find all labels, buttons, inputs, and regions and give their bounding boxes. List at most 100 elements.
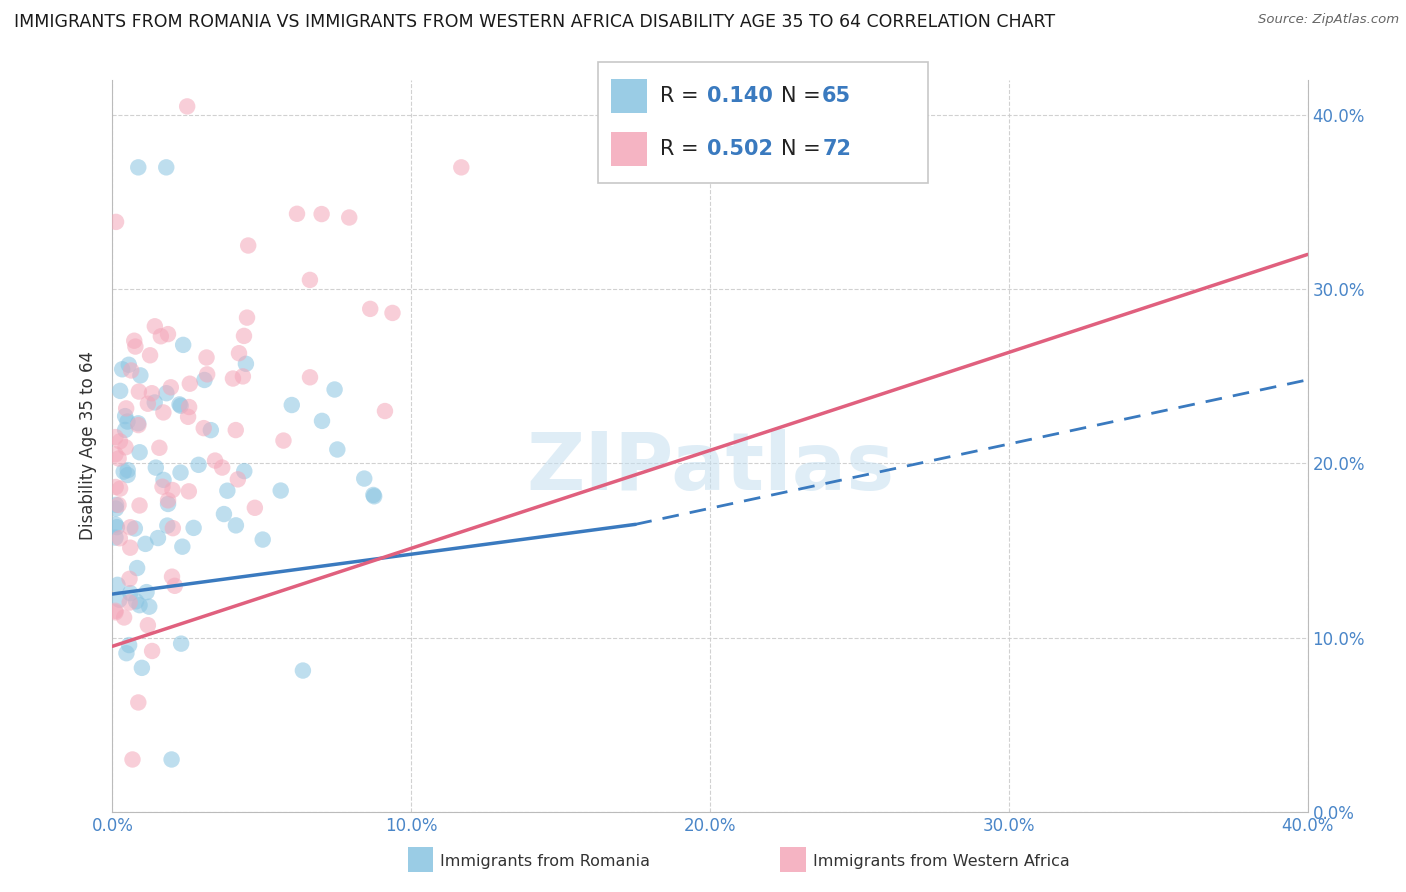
- Point: [232, 369, 254, 384]
- Point: [107, 498, 129, 512]
- Point: [152, 473, 174, 487]
- Point: [217, 483, 239, 498]
- Point: [156, 518, 179, 533]
- Point: [160, 752, 183, 766]
- Text: 0.140: 0.140: [707, 87, 772, 106]
- Point: [148, 441, 170, 455]
- Point: [157, 497, 180, 511]
- Text: Immigrants from Western Africa: Immigrants from Western Africa: [813, 855, 1070, 869]
- Point: [212, 507, 235, 521]
- Point: [159, 380, 181, 394]
- Point: [177, 484, 200, 499]
- Point: [193, 373, 215, 387]
- Point: [381, 306, 404, 320]
- Text: 0.502: 0.502: [707, 139, 772, 159]
- Point: [127, 696, 149, 710]
- Point: [145, 460, 167, 475]
- Point: [337, 211, 360, 225]
- Point: [104, 604, 127, 618]
- Point: [236, 310, 259, 325]
- Point: [114, 440, 136, 454]
- Point: [155, 386, 177, 401]
- Point: [114, 423, 136, 437]
- Point: [112, 610, 135, 624]
- Point: [363, 488, 385, 502]
- Point: [121, 752, 143, 766]
- Point: [104, 517, 127, 532]
- Point: [363, 489, 385, 503]
- Point: [120, 363, 142, 377]
- Point: [127, 161, 149, 175]
- Point: [128, 598, 150, 612]
- Point: [118, 638, 141, 652]
- Point: [311, 414, 333, 428]
- Point: [127, 417, 149, 431]
- Point: [129, 368, 152, 383]
- Point: [195, 368, 218, 382]
- Point: [162, 483, 184, 497]
- Point: [107, 451, 129, 466]
- Point: [136, 618, 159, 632]
- Point: [141, 644, 163, 658]
- Point: [141, 386, 163, 401]
- Point: [131, 661, 153, 675]
- Point: [136, 397, 159, 411]
- Point: [291, 664, 314, 678]
- Point: [117, 468, 139, 483]
- Point: [134, 537, 156, 551]
- Point: [114, 409, 136, 423]
- Point: [104, 430, 127, 444]
- Point: [323, 383, 346, 397]
- Point: [127, 561, 149, 575]
- Point: [285, 207, 308, 221]
- Point: [120, 586, 142, 600]
- Point: [326, 442, 349, 457]
- Point: [104, 480, 127, 494]
- Point: [177, 409, 200, 424]
- Point: [374, 404, 396, 418]
- Point: [120, 520, 142, 534]
- Point: [225, 423, 247, 437]
- Point: [108, 482, 131, 496]
- Point: [120, 541, 142, 555]
- Point: [170, 637, 193, 651]
- Point: [183, 521, 205, 535]
- Text: Source: ZipAtlas.com: Source: ZipAtlas.com: [1258, 13, 1399, 27]
- Point: [225, 518, 247, 533]
- Text: 72: 72: [823, 139, 851, 159]
- Point: [193, 421, 215, 435]
- Point: [104, 447, 127, 461]
- Text: ZIPatlas: ZIPatlas: [526, 429, 894, 507]
- Point: [172, 540, 194, 554]
- Point: [169, 397, 191, 411]
- FancyBboxPatch shape: [610, 79, 647, 113]
- Point: [200, 423, 222, 437]
- Point: [211, 460, 233, 475]
- Point: [115, 401, 138, 416]
- Point: [204, 453, 226, 467]
- Point: [105, 520, 128, 534]
- Point: [117, 415, 139, 429]
- Point: [222, 371, 245, 385]
- Point: [195, 351, 218, 365]
- Point: [270, 483, 292, 498]
- Text: N =: N =: [780, 87, 827, 106]
- Point: [128, 499, 150, 513]
- Point: [179, 400, 201, 414]
- Point: [235, 357, 257, 371]
- Text: R =: R =: [661, 139, 706, 159]
- Point: [124, 340, 146, 354]
- Point: [111, 362, 134, 376]
- Point: [152, 405, 174, 419]
- Point: [118, 358, 141, 372]
- Point: [104, 501, 127, 516]
- Point: [122, 334, 145, 348]
- FancyBboxPatch shape: [598, 62, 928, 183]
- Point: [127, 418, 149, 433]
- Point: [450, 161, 472, 175]
- Point: [108, 592, 131, 607]
- Point: [176, 99, 198, 113]
- Point: [172, 338, 194, 352]
- Point: [163, 579, 186, 593]
- Point: [143, 395, 166, 409]
